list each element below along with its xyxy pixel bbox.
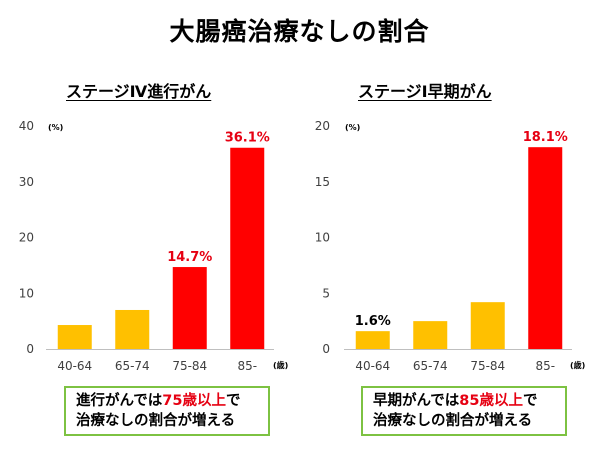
right-callout-text-b: で (522, 393, 538, 409)
right-y-unit-label: (%) (345, 123, 360, 132)
right-y-tick-label: 20 (315, 119, 330, 133)
right-callout-line1: 早期がんでは85歳以上で (373, 391, 555, 411)
left-y-tick-label: 20 (19, 231, 34, 245)
right-data-label: 1.6% (355, 314, 391, 329)
left-data-label: 14.7% (167, 250, 212, 265)
right-y-tick-label: 0 (322, 342, 330, 356)
right-bar-chart: 0 5 10 15 20 (%) 40-64 1.6% 65-74 75-84 85- 18.1% (歳… (315, 119, 586, 373)
left-y-tick-label: 30 (19, 175, 34, 189)
right-category-label: 85- (535, 359, 555, 373)
right-category-label: 65-74 (413, 359, 448, 373)
right-bar (470, 302, 505, 349)
left-callout-text-a: 進行がんでは (76, 393, 163, 409)
left-callout-box: 進行がんでは75歳以上で 治療なしの割合が増える (64, 386, 270, 436)
left-chart-title: ステージⅣ進行がん (66, 82, 212, 101)
left-bar (230, 147, 265, 349)
left-callout-text-b: で (225, 393, 241, 409)
right-bar (528, 147, 563, 349)
right-y-tick-label: 10 (315, 231, 330, 245)
right-y-tick-label: 15 (315, 175, 330, 189)
left-y-tick-label: 40 (19, 119, 34, 133)
left-callout-highlight: 75歳以上 (162, 393, 226, 409)
left-bar (57, 325, 92, 349)
left-x-unit-label: (歳) (273, 360, 288, 370)
right-x-unit-label: (歳) (570, 360, 585, 370)
right-bar (413, 321, 448, 349)
left-category-label: 75-84 (172, 359, 207, 373)
left-y-unit-label: (%) (48, 123, 63, 132)
left-data-label: 36.1% (225, 131, 270, 146)
right-data-label: 18.1% (523, 130, 568, 145)
left-callout-line1: 進行がんでは75歳以上で (76, 391, 258, 411)
right-callout-box: 早期がんでは85歳以上で 治療なしの割合が増える (361, 386, 567, 436)
left-category-label: 85- (237, 359, 257, 373)
right-bar (355, 331, 390, 349)
right-category-label: 40-64 (355, 359, 390, 373)
left-bar (115, 309, 150, 349)
page-title: 大腸癌治療なしの割合 (169, 17, 430, 46)
left-y-tick-label: 0 (26, 342, 34, 356)
right-callout-line2: 治療なしの割合が増える (373, 413, 533, 429)
left-y-tick-label: 10 (19, 286, 34, 300)
left-category-label: 40-64 (57, 359, 92, 373)
left-bar-chart: 0 10 20 30 40 (%) 40-64 65-74 75-84 14.7% 85- 36.1%… (19, 119, 289, 373)
right-callout-text-a: 早期がんでは (373, 393, 460, 409)
right-y-tick-label: 5 (322, 286, 330, 300)
left-bar (172, 267, 207, 349)
left-category-label: 65-74 (115, 359, 150, 373)
left-callout-line2: 治療なしの割合が増える (76, 413, 236, 429)
right-chart-title: ステージⅠ早期がん (358, 82, 492, 101)
right-callout-highlight: 85歳以上 (459, 393, 523, 409)
right-category-label: 75-84 (470, 359, 505, 373)
